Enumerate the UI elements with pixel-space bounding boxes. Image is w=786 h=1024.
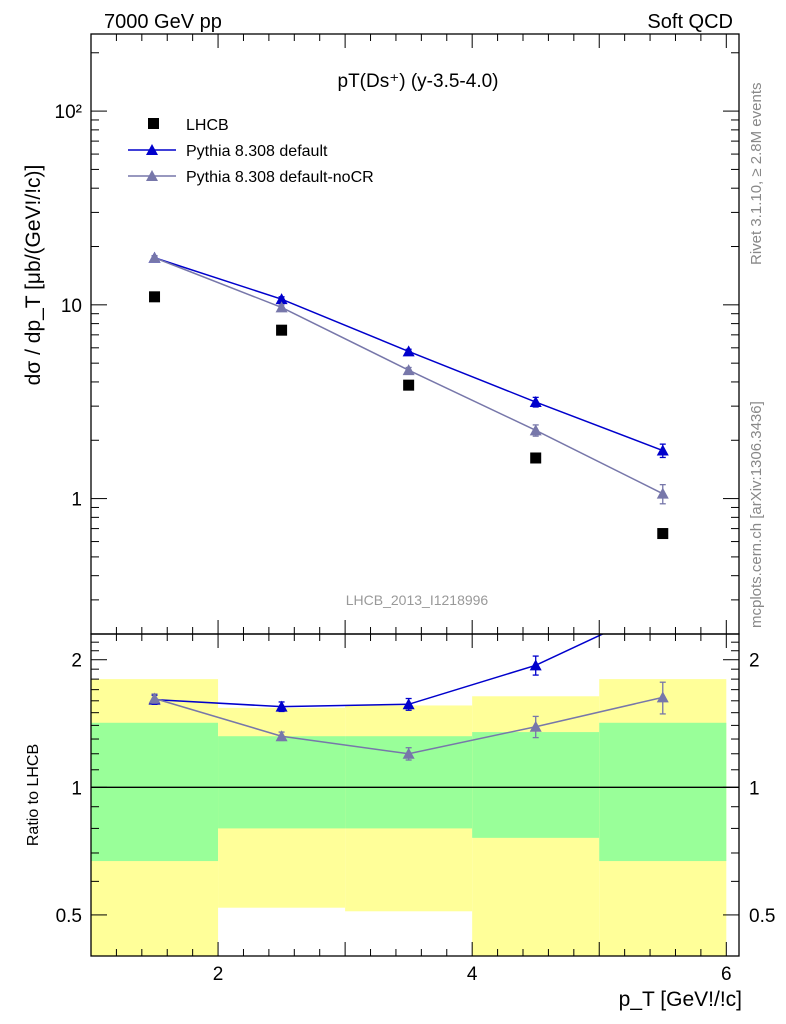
main-series2-point-3 [529,424,542,436]
ratio-series [148,634,669,761]
ytick-ratio-label-left-0: 0.5 [56,906,82,927]
main-series0-point-1 [276,324,288,336]
ratio-series1-point-0 [148,692,161,704]
ratio-series1-point-4 [656,691,669,703]
xtick-label-1: 4 [467,964,478,985]
legend-label-nocr: Pythia 8.308 default-noCR [186,169,374,186]
analysis-label: LHCB_2013_I1218996 [346,592,489,608]
ratio-axis-label: Ratio to LHCB [25,744,42,846]
main-series0-point-0 [149,291,161,303]
main-series2-line [154,257,664,495]
rivet-label: Rivet 3.1.10, ≥ 2.8M events [748,83,765,266]
main-series1-point-3 [529,396,542,408]
main-series2-point-2 [402,364,415,376]
main-series2-point-0 [148,251,161,263]
ytick-main-label-1: 10 [61,296,82,317]
ratio-series1-point-2 [402,747,415,759]
main-series1-point-4 [656,444,669,456]
ratio-series0-line [154,634,605,708]
mcplots-label: mcplots.cern.ch [arXiv:1306.3436] [748,401,765,628]
main-series [148,251,669,540]
xtick-label-2: 6 [721,964,732,985]
ytick-ratio-label-left-1: 1 [71,778,82,799]
plot-title: pT(Ds⁺) (y-3.5-4.0) [338,71,499,92]
ratio-series0-point-1 [275,700,288,712]
main-series0-point-4 [657,528,669,540]
main-series1-point-1 [275,293,288,305]
axes: 2 4 6 1 10 10² 0.5 0.5 1 1 2 2 [55,34,775,985]
main-series0-point-2 [403,379,415,391]
band-inner-0 [91,722,219,862]
ytick-ratio-label-right-1: 1 [749,778,760,799]
band-inner-3 [472,732,600,838]
ratio-bands [91,679,739,956]
header-right: Soft QCD [647,11,733,33]
main-series0-point-3 [530,452,542,464]
ratio-plot-frame [90,633,740,957]
legend-marker-default [146,144,158,155]
main-series1-point-2 [402,345,415,357]
band-inner-1 [218,736,346,829]
header-left: 7000 GeV pp [104,11,222,33]
legend-marker-nocr [146,170,158,181]
ratio-series1-point-1 [275,730,288,742]
ratio-series0-point-3 [529,659,542,671]
ratio-series1-point-3 [529,720,542,732]
x-axis-label: p_T [GeV!/!c] [619,988,742,1011]
xtick-label-0: 2 [213,964,224,985]
legend-marker-lhcb [148,118,159,129]
ytick-ratio-label-right-2: 2 [749,651,760,672]
band-inner-4 [599,722,727,862]
ratio-series0-point-2 [402,698,415,710]
legend: LHCB Pythia 8.308 default Pythia 8.308 d… [128,117,374,186]
main-series2-point-4 [656,487,669,499]
y-axis-label: dσ / dp_T [μb/(GeV!/!c)] [22,165,45,386]
ytick-main-label-0: 1 [71,490,82,511]
ytick-ratio-label-right-0: 0.5 [749,906,775,927]
legend-label-default: Pythia 8.308 default [186,143,328,160]
legend-label-lhcb: LHCB [186,117,229,134]
ytick-ratio-label-left-2: 2 [71,651,82,672]
ytick-main-label-2: 10² [55,102,82,123]
main-series2-point-1 [275,301,288,313]
